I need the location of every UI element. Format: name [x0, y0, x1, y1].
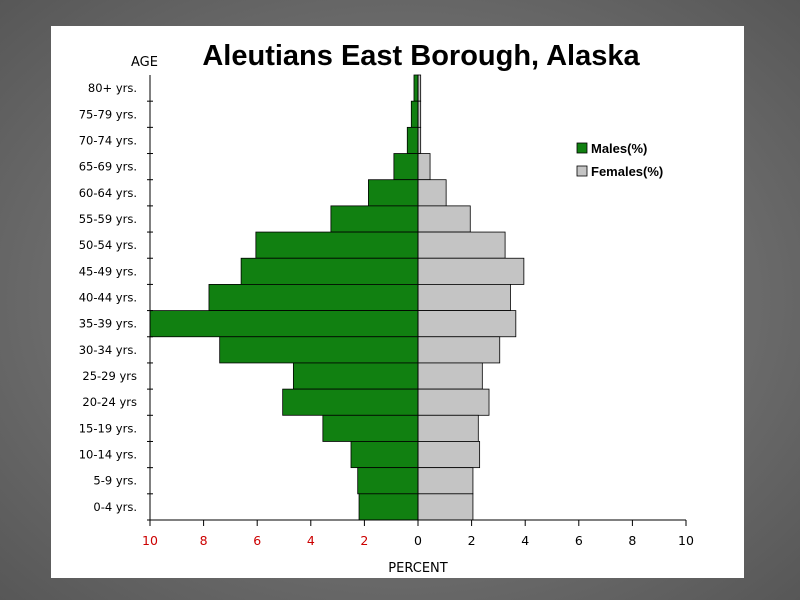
female-bar	[417, 493, 474, 521]
bars-group	[149, 74, 525, 521]
female-bar	[417, 257, 525, 285]
female-bar	[417, 284, 511, 311]
age-group-label: 40-44 yrs.	[79, 291, 137, 305]
age-group-label: 80+ yrs.	[88, 81, 137, 95]
female-bar	[417, 310, 517, 338]
age-group-label: 75-79 yrs.	[79, 107, 137, 121]
age-group-label: 50-54 yrs.	[79, 238, 137, 252]
age-group-label: 15-19 yrs.	[79, 421, 137, 435]
female-bar	[417, 362, 483, 390]
male-bar	[255, 231, 419, 259]
male-bar	[282, 388, 419, 416]
x-tick-label: 10	[142, 533, 158, 548]
x-tick-label: 10	[678, 533, 694, 548]
x-tick-label: 6	[253, 533, 261, 548]
male-bar	[322, 414, 419, 442]
female-bar	[417, 388, 490, 416]
female-bar	[417, 441, 481, 469]
male-bar	[368, 179, 419, 207]
female-bar	[417, 336, 501, 364]
age-group-label: 0-4 yrs.	[93, 500, 137, 514]
slide: Aleutians East Borough, Alaska AGE PERCE…	[51, 26, 744, 578]
male-bar	[410, 100, 419, 128]
male-bar	[240, 257, 419, 285]
age-group-label: 20-24 yrs	[82, 395, 137, 409]
age-group-label: 35-39 yrs.	[79, 317, 137, 331]
legend-label: Females(%)	[591, 164, 663, 179]
chart-title: Aleutians East Borough, Alaska	[202, 40, 640, 72]
x-tick-label: 6	[575, 533, 583, 548]
legend-swatch	[576, 142, 588, 154]
legend-swatch	[576, 165, 588, 177]
population-pyramid-chart: Aleutians East Borough, Alaska AGE PERCE…	[79, 40, 694, 576]
legend: Males(%) Females(%)	[576, 141, 663, 179]
x-tick-label: 4	[521, 533, 529, 548]
x-axis-label: PERCENT	[388, 561, 447, 576]
female-bar	[417, 179, 447, 207]
legend-label: Males(%)	[591, 141, 647, 156]
male-bar	[357, 467, 419, 495]
female-bar	[417, 231, 506, 259]
male-bar	[149, 310, 419, 338]
age-group-label: 60-64 yrs.	[79, 186, 137, 200]
axes-group: 80+ yrs.75-79 yrs.70-74 yrs.65-69 yrs.60…	[79, 75, 694, 548]
female-bar	[417, 467, 474, 495]
female-bar	[417, 153, 431, 181]
age-group-label: 25-29 yrs	[82, 369, 137, 383]
male-bar	[406, 126, 419, 154]
male-bar	[350, 441, 419, 469]
female-bar	[417, 414, 479, 442]
age-group-label: 30-34 yrs.	[79, 343, 137, 357]
age-group-label: 10-14 yrs.	[79, 448, 137, 462]
x-tick-label: 2	[468, 533, 476, 548]
male-bar	[208, 284, 419, 311]
x-tick-label: 2	[360, 533, 368, 548]
female-bar	[417, 205, 471, 233]
male-bar	[219, 336, 419, 364]
x-tick-label: 0	[414, 533, 422, 548]
y-axis-label: AGE	[131, 55, 158, 70]
male-bar	[358, 493, 419, 521]
male-bar	[413, 74, 419, 102]
age-group-label: 55-59 yrs.	[79, 212, 137, 226]
male-bar	[292, 362, 419, 390]
age-group-label: 70-74 yrs.	[79, 133, 137, 147]
male-bar	[393, 153, 419, 181]
x-tick-label: 8	[628, 533, 636, 548]
male-bar	[330, 205, 419, 233]
x-tick-label: 8	[200, 533, 208, 548]
age-group-label: 45-49 yrs.	[79, 264, 137, 278]
x-tick-label: 4	[307, 533, 315, 548]
age-group-label: 65-69 yrs.	[79, 160, 137, 174]
age-group-label: 5-9 yrs.	[93, 474, 137, 488]
